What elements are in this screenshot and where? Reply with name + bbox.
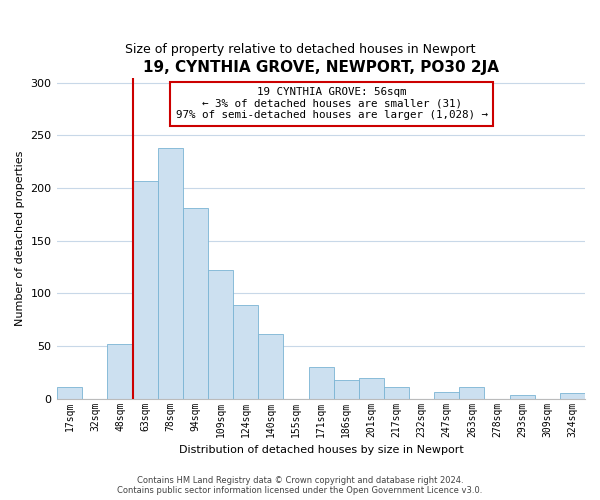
Bar — [57, 387, 82, 398]
Text: 19 CYNTHIA GROVE: 56sqm
← 3% of detached houses are smaller (31)
97% of semi-det: 19 CYNTHIA GROVE: 56sqm ← 3% of detached… — [176, 87, 488, 120]
Bar — [334, 380, 359, 398]
Bar — [359, 378, 384, 398]
Bar — [258, 334, 283, 398]
Bar — [434, 392, 460, 398]
Bar — [509, 396, 535, 398]
Bar — [183, 208, 208, 398]
Bar — [107, 344, 133, 399]
Y-axis label: Number of detached properties: Number of detached properties — [15, 150, 25, 326]
Bar — [208, 270, 233, 398]
X-axis label: Distribution of detached houses by size in Newport: Distribution of detached houses by size … — [179, 445, 463, 455]
Bar — [560, 394, 585, 398]
Bar — [460, 387, 484, 398]
Bar — [233, 305, 258, 398]
Bar — [158, 148, 183, 399]
Bar — [308, 367, 334, 398]
Text: Size of property relative to detached houses in Newport: Size of property relative to detached ho… — [125, 42, 475, 56]
Text: Contains HM Land Registry data © Crown copyright and database right 2024.
Contai: Contains HM Land Registry data © Crown c… — [118, 476, 482, 495]
Bar — [133, 180, 158, 398]
Title: 19, CYNTHIA GROVE, NEWPORT, PO30 2JA: 19, CYNTHIA GROVE, NEWPORT, PO30 2JA — [143, 60, 499, 75]
Bar — [384, 387, 409, 398]
